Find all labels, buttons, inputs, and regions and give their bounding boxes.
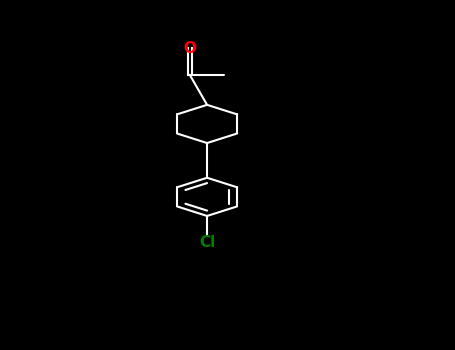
Text: O: O xyxy=(183,41,196,56)
Text: Cl: Cl xyxy=(199,235,215,250)
